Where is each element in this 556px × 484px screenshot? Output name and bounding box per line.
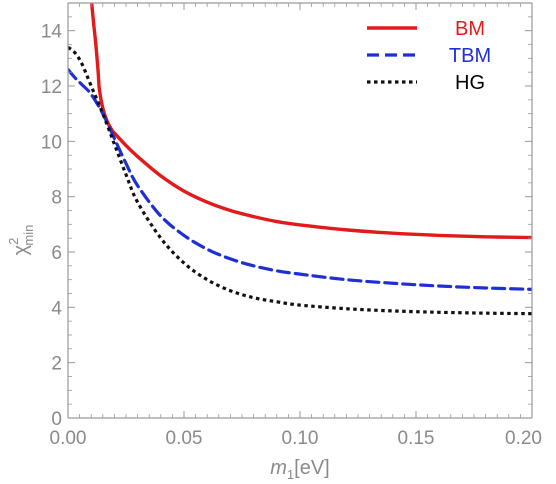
x-tick-label: 0.20 <box>505 428 542 449</box>
x-axis-title: m1[eV] <box>270 457 329 482</box>
series-line-bm <box>89 3 532 240</box>
y-tick-label: 12 <box>41 77 62 98</box>
x-tick-label: 0.15 <box>398 428 435 449</box>
x-axis-title-var: m <box>270 457 287 479</box>
y-axis-title-sup: 2 <box>6 238 21 245</box>
y-tick-label: 6 <box>51 243 62 264</box>
y-tick-label: 2 <box>51 354 62 375</box>
x-axis-title-unit: [eV] <box>294 457 330 479</box>
x-tick-label: 0.10 <box>282 428 319 449</box>
x-axis-title-sub: 1 <box>287 467 294 482</box>
y-tick-label: 10 <box>41 132 62 153</box>
y-tick-label: 14 <box>41 22 63 43</box>
y-axis-title: χ2min <box>6 225 36 256</box>
y-axis-title-base: χ <box>10 244 32 255</box>
series-line-hg <box>68 45 532 316</box>
legend: BM TBM HG <box>367 18 491 94</box>
x-tick-label: 0.05 <box>166 428 203 449</box>
y-tick-label: 8 <box>51 188 62 209</box>
legend-label-bm: BM <box>455 18 485 40</box>
ticks: 0 2 4 6 8 10 12 14 0.00 0.05 0.10 0.15 0.20 <box>41 2 542 449</box>
y-tick-label: 0 <box>51 409 62 430</box>
series-line-tbm <box>68 67 532 291</box>
legend-label-tbm: TBM <box>449 45 491 67</box>
plot-lines <box>68 3 532 316</box>
legend-label-hg: HG <box>455 72 485 94</box>
y-tick-label: 4 <box>51 298 62 319</box>
y-axis-title-group: χ2min <box>6 225 36 256</box>
x-tick-label: 0.00 <box>50 428 87 449</box>
y-axis-title-sub: min <box>21 225 36 246</box>
